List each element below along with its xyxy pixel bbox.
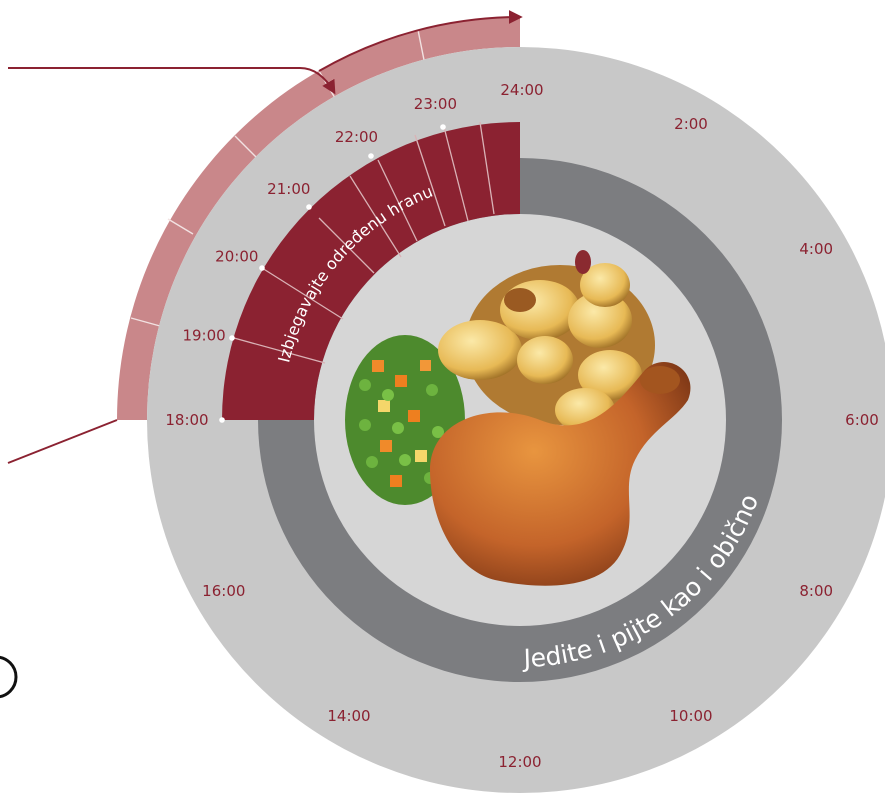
hour-label-2300: 23:00 [414, 95, 457, 113]
top-arrow [318, 10, 523, 72]
pointer-line-lower [7, 419, 118, 464]
hour-label-1200: 12:00 [498, 753, 541, 771]
hour-label-600: 6:00 [845, 411, 879, 429]
hour-label-2200: 22:00 [335, 128, 378, 146]
hour-labels: 24:00 2:00 4:00 6:00 8:00 10:00 12:00 14:00 16:0… [165, 81, 878, 771]
avoid-sector-ticks [233, 121, 495, 364]
outer-time-band [117, 17, 520, 420]
hour-label-2000: 20:00 [215, 248, 258, 266]
hour-label-1400: 14:00 [327, 707, 370, 725]
hour-label-1800: 18:00 [165, 411, 208, 429]
hour-label-1000: 10:00 [669, 707, 712, 725]
hour-label-2400: 24:00 [500, 81, 543, 99]
hour-label-400: 4:00 [799, 240, 833, 258]
edge-bracket [0, 655, 18, 699]
hour-label-1600: 16:00 [202, 582, 245, 600]
hour-label-800: 8:00 [799, 582, 833, 600]
roast-potatoes [438, 250, 655, 432]
hour-dots [219, 124, 446, 423]
pointer-arrow [8, 67, 336, 95]
hour-label-1900: 19:00 [182, 326, 225, 344]
avoid-sector [222, 122, 520, 420]
hour-label-2100: 21:00 [267, 180, 310, 198]
roast-chicken-leg [430, 361, 691, 586]
food-illustration [345, 250, 691, 586]
hour-label-200: 2:00 [674, 115, 708, 133]
